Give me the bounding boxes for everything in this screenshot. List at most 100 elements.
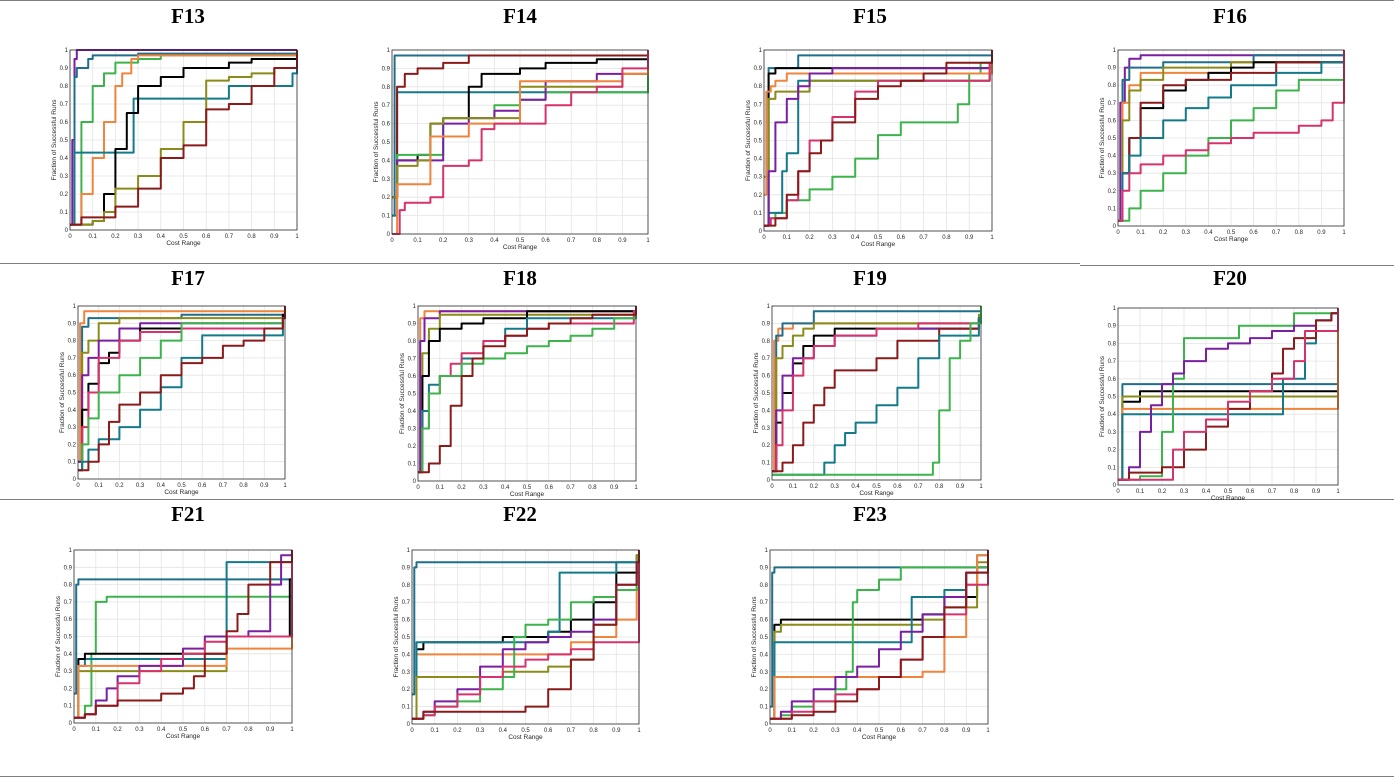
series-line-7 (418, 306, 637, 474)
series-line-5 (772, 306, 982, 473)
y-tick-label: 0.1 (762, 461, 771, 467)
y-tick-label: 0 (1113, 224, 1117, 230)
x-tick-label: 0.3 (1182, 230, 1191, 236)
y-tick-label: 0.3 (754, 175, 763, 181)
x-tick-label: 0.8 (589, 728, 598, 734)
y-tick-label: 0 (1113, 483, 1117, 489)
x-tick-label: 0.5 (521, 728, 530, 734)
y-tick-label: 0.6 (1108, 118, 1117, 124)
x-tick-label: 0.6 (198, 483, 207, 489)
y-tick-label: 0 (759, 229, 763, 235)
y-tick-label: 0.6 (382, 122, 391, 128)
x-tick-label: 0.9 (618, 238, 627, 244)
y-tick-label: 0.4 (402, 652, 411, 658)
y-tick-label: 1 (387, 48, 391, 54)
y-tick-label: 0.8 (60, 84, 69, 90)
x-tick-label: 0.8 (593, 238, 602, 244)
x-tick-label: 0.8 (239, 483, 248, 489)
y-tick-label: 0.7 (382, 103, 391, 109)
series-line-6 (418, 306, 637, 474)
y-tick-label: 0.5 (402, 635, 411, 641)
axes-box (1117, 307, 1339, 486)
x-tick-label: 0.2 (1158, 489, 1167, 495)
x-tick-label: 0.9 (270, 234, 279, 240)
x-tick-label: 0.5 (1224, 489, 1233, 495)
x-tick-label: 0.6 (541, 238, 550, 244)
axes-box (391, 49, 649, 235)
y-tick-label: 0.9 (64, 565, 73, 571)
x-tick-label: 0.2 (805, 235, 814, 241)
axes-box (73, 549, 293, 724)
chart-title: F15 (853, 4, 887, 28)
x-tick-label: 0.8 (247, 234, 256, 240)
chart-panel-f23: F23 0 0.1 0.2 0.3 0.4 0.5 0.6 0.7 0.8 0.9 1 0 0.1 0.2 0… (720, 502, 1020, 774)
axes-box (769, 549, 989, 725)
chart-panel-f22: F22 0 0.1 0.2 0.3 0.4 0.5 0.6 0.7 0.8 0.9 1 0 0.1 0.2 0… (370, 502, 670, 774)
x-tick-label: 0.9 (965, 235, 974, 241)
series-line-8 (764, 50, 993, 227)
y-tick-label: 0.7 (760, 600, 769, 606)
x-tick-label: 0.2 (439, 238, 448, 244)
x-tick-label: 0.2 (113, 727, 122, 733)
y-tick-label: 0.3 (408, 427, 417, 433)
x-axis-label: Cost Range (164, 489, 199, 496)
series-line-5 (770, 550, 989, 720)
y-tick-label: 0.3 (382, 177, 391, 183)
x-tick-label: 0.1 (783, 235, 792, 241)
series-line-2 (70, 50, 298, 226)
y-tick-label: 0.8 (408, 339, 417, 345)
x-tick-label: 0 (410, 728, 414, 734)
x-tick-label: 0.6 (545, 485, 554, 491)
y-tick-label: 0.8 (762, 339, 771, 345)
x-tick-label: 0.1 (436, 485, 445, 491)
x-tick-label: 0.1 (95, 483, 104, 489)
series-line-2 (392, 50, 649, 199)
y-tick-label: 0.8 (68, 339, 77, 345)
y-tick-label: 0.4 (408, 409, 417, 415)
series-line-8 (1118, 50, 1345, 222)
x-tick-label: 0.2 (457, 485, 466, 491)
y-tick-label: 0.8 (760, 583, 769, 589)
x-tick-label: 0.8 (244, 727, 253, 733)
y-tick-label: 0.6 (760, 618, 769, 624)
x-tick-label: 0.3 (135, 727, 144, 733)
x-axis-label: Cost Range (859, 490, 894, 497)
y-tick-label: 0.1 (1108, 206, 1117, 212)
x-tick-label: 0.1 (89, 234, 98, 240)
chart-panel-f16: F16 0 0.1 0.2 0.3 0.4 0.5 0.6 0.7 0.8 0.9 1 0 0.1 0.2 0… (1080, 2, 1380, 264)
x-tick-label: 0.3 (476, 728, 485, 734)
y-tick-label: 0.6 (64, 617, 73, 623)
x-tick-label: 0.6 (893, 484, 902, 490)
axes-box (417, 305, 637, 482)
x-tick-label: 0.7 (919, 235, 928, 241)
y-tick-label: 0.2 (64, 686, 73, 692)
x-tick-label: 0.4 (157, 483, 166, 489)
x-tick-label: 0.4 (1204, 230, 1213, 236)
x-tick-label: 0.5 (874, 235, 883, 241)
y-tick-label: 0.2 (60, 192, 69, 198)
series-line-3 (70, 50, 298, 226)
y-tick-label: 0 (413, 479, 417, 485)
x-tick-label: 0 (72, 727, 76, 733)
y-tick-label: 0.1 (68, 460, 77, 466)
x-tick-label: 0.7 (914, 484, 923, 490)
y-axis-label: Fraction of Successful Runs (55, 595, 62, 677)
chart-title: F14 (503, 4, 537, 28)
y-tick-label: 1 (65, 48, 69, 54)
y-tick-label: 0.5 (60, 138, 69, 144)
y-tick-label: 0.5 (1108, 395, 1117, 401)
x-tick-label: 0.3 (831, 484, 840, 490)
y-tick-label: 0.3 (760, 670, 769, 676)
x-tick-label: 0.5 (179, 727, 188, 733)
x-tick-label: 0 (1116, 489, 1120, 495)
y-tick-label: 0.5 (408, 392, 417, 398)
y-tick-label: 0.5 (754, 139, 763, 145)
series-line-8 (392, 50, 649, 235)
y-tick-label: 0 (69, 721, 73, 727)
axes-box (69, 49, 298, 231)
x-tick-label: 0.6 (544, 728, 553, 734)
chart-svg: 0 0.1 0.2 0.3 0.4 0.5 0.6 0.7 0.8 0.9 1 0 0.1 0.2 0.3 0… (753, 304, 983, 497)
y-axis-label: Fraction of Successful Runs (753, 352, 760, 434)
y-tick-label: 0.1 (64, 704, 73, 710)
series-line-7 (772, 306, 982, 476)
